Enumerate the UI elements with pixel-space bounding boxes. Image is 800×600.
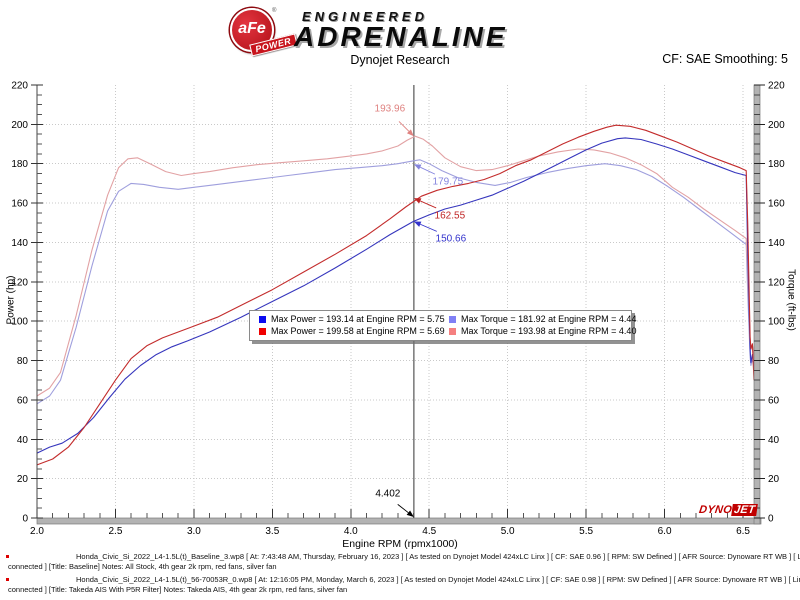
svg-text:160: 160 bbox=[768, 199, 785, 210]
svg-text:140: 140 bbox=[11, 238, 28, 249]
svg-text:0: 0 bbox=[22, 514, 28, 525]
legend-swatch-pink bbox=[449, 328, 456, 335]
run1-info-line2: connected ] [Title: Baseline] Notes: All… bbox=[8, 562, 277, 571]
legend-entry-takeda-torque: Max Torque = 193.98 at Engine RPM = 4.40 bbox=[449, 326, 636, 337]
legend-swatch-violet bbox=[449, 316, 456, 323]
smoothing-label: CF: SAE Smoothing: 5 bbox=[662, 52, 788, 66]
svg-text:3.0: 3.0 bbox=[187, 526, 201, 537]
callout-3: 150.66 bbox=[435, 233, 467, 245]
svg-text:40: 40 bbox=[768, 435, 780, 446]
svg-text:180: 180 bbox=[768, 159, 785, 170]
torque-axis-title: Torque (ft-lbs) bbox=[785, 269, 797, 331]
run2-bullet bbox=[6, 578, 9, 581]
callout-4: 4.402 bbox=[375, 488, 401, 500]
callout-1: 179.75 bbox=[432, 176, 464, 188]
svg-text:2.5: 2.5 bbox=[108, 526, 122, 537]
svg-text:80: 80 bbox=[17, 356, 29, 367]
legend-box: Max Power = 193.14 at Engine RPM = 5.75 … bbox=[249, 310, 636, 341]
svg-text:160: 160 bbox=[11, 199, 28, 210]
svg-text:6.5: 6.5 bbox=[736, 526, 750, 537]
svg-text:140: 140 bbox=[768, 238, 785, 249]
rpm-axis-title: Engine RPM (rpmx1000) bbox=[342, 538, 458, 550]
svg-text:220: 220 bbox=[11, 81, 28, 92]
legend-swatch-blue bbox=[259, 316, 266, 323]
legend-entry-baseline-torque: Max Torque = 181.92 at Engine RPM = 4.44 bbox=[449, 314, 636, 325]
callout-0: 193.96 bbox=[374, 103, 406, 115]
dynojet-logo-jet: JET bbox=[731, 504, 758, 516]
power-axis-title: Power (hp) bbox=[5, 275, 17, 325]
svg-text:2.0: 2.0 bbox=[30, 526, 44, 537]
dynojet-logo-text: DYNO bbox=[698, 504, 733, 516]
legend-label: Max Torque = 193.98 at Engine RPM = 4.40 bbox=[461, 326, 637, 336]
svg-text:100: 100 bbox=[11, 317, 28, 328]
chart-title: Dynojet Research bbox=[350, 53, 450, 67]
svg-text:20: 20 bbox=[17, 474, 29, 485]
svg-text:6.0: 6.0 bbox=[658, 526, 672, 537]
legend-label: Max Power = 193.14 at Engine RPM = 5.75 bbox=[271, 314, 445, 324]
svg-text:200: 200 bbox=[768, 120, 785, 131]
dynojet-logo: DYNOJET bbox=[698, 504, 758, 516]
svg-text:120: 120 bbox=[768, 277, 785, 288]
svg-text:80: 80 bbox=[768, 356, 780, 367]
run2-info-line1: Honda_Civic_Si_2022_L4-1.5L(t)_56-70053R… bbox=[76, 575, 800, 584]
svg-text:20: 20 bbox=[768, 474, 780, 485]
legend-label: Max Torque = 181.92 at Engine RPM = 4.44 bbox=[461, 314, 637, 324]
legend-entry-takeda-power: Max Power = 199.58 at Engine RPM = 5.69 bbox=[259, 326, 449, 337]
svg-text:40: 40 bbox=[17, 435, 29, 446]
svg-text:200: 200 bbox=[11, 120, 28, 131]
svg-text:60: 60 bbox=[17, 395, 29, 406]
svg-text:3.5: 3.5 bbox=[265, 526, 279, 537]
run1-bullet bbox=[6, 555, 9, 558]
afe-logo: aFe ® POWER ENGINEERED ADRENALINE bbox=[228, 6, 588, 58]
legend-swatch-red bbox=[259, 328, 266, 335]
run2-info-line2: connected ] [Title: Takeda AIS With P5R … bbox=[8, 585, 348, 594]
svg-text:5.5: 5.5 bbox=[579, 526, 593, 537]
svg-text:60: 60 bbox=[768, 395, 780, 406]
svg-text:5.0: 5.0 bbox=[501, 526, 515, 537]
svg-text:4.0: 4.0 bbox=[344, 526, 358, 537]
registered-mark: ® bbox=[272, 8, 277, 14]
brand-adrenaline-text: ADRENALINE bbox=[294, 21, 508, 52]
svg-text:100: 100 bbox=[768, 317, 785, 328]
callout-2: 162.55 bbox=[434, 210, 466, 222]
svg-text:4.5: 4.5 bbox=[422, 526, 436, 537]
legend-entry-baseline-power: Max Power = 193.14 at Engine RPM = 5.75 bbox=[259, 314, 449, 325]
legend-label: Max Power = 199.58 at Engine RPM = 5.69 bbox=[271, 326, 445, 336]
brand-engineered-text: ENGINEERED bbox=[302, 9, 428, 24]
run1-info-line1: Honda_Civic_Si_2022_L4-1.5L(t)_Baseline_… bbox=[76, 552, 800, 561]
svg-text:0: 0 bbox=[768, 514, 774, 525]
svg-text:220: 220 bbox=[768, 81, 785, 92]
svg-text:180: 180 bbox=[11, 159, 28, 170]
svg-text:120: 120 bbox=[11, 277, 28, 288]
